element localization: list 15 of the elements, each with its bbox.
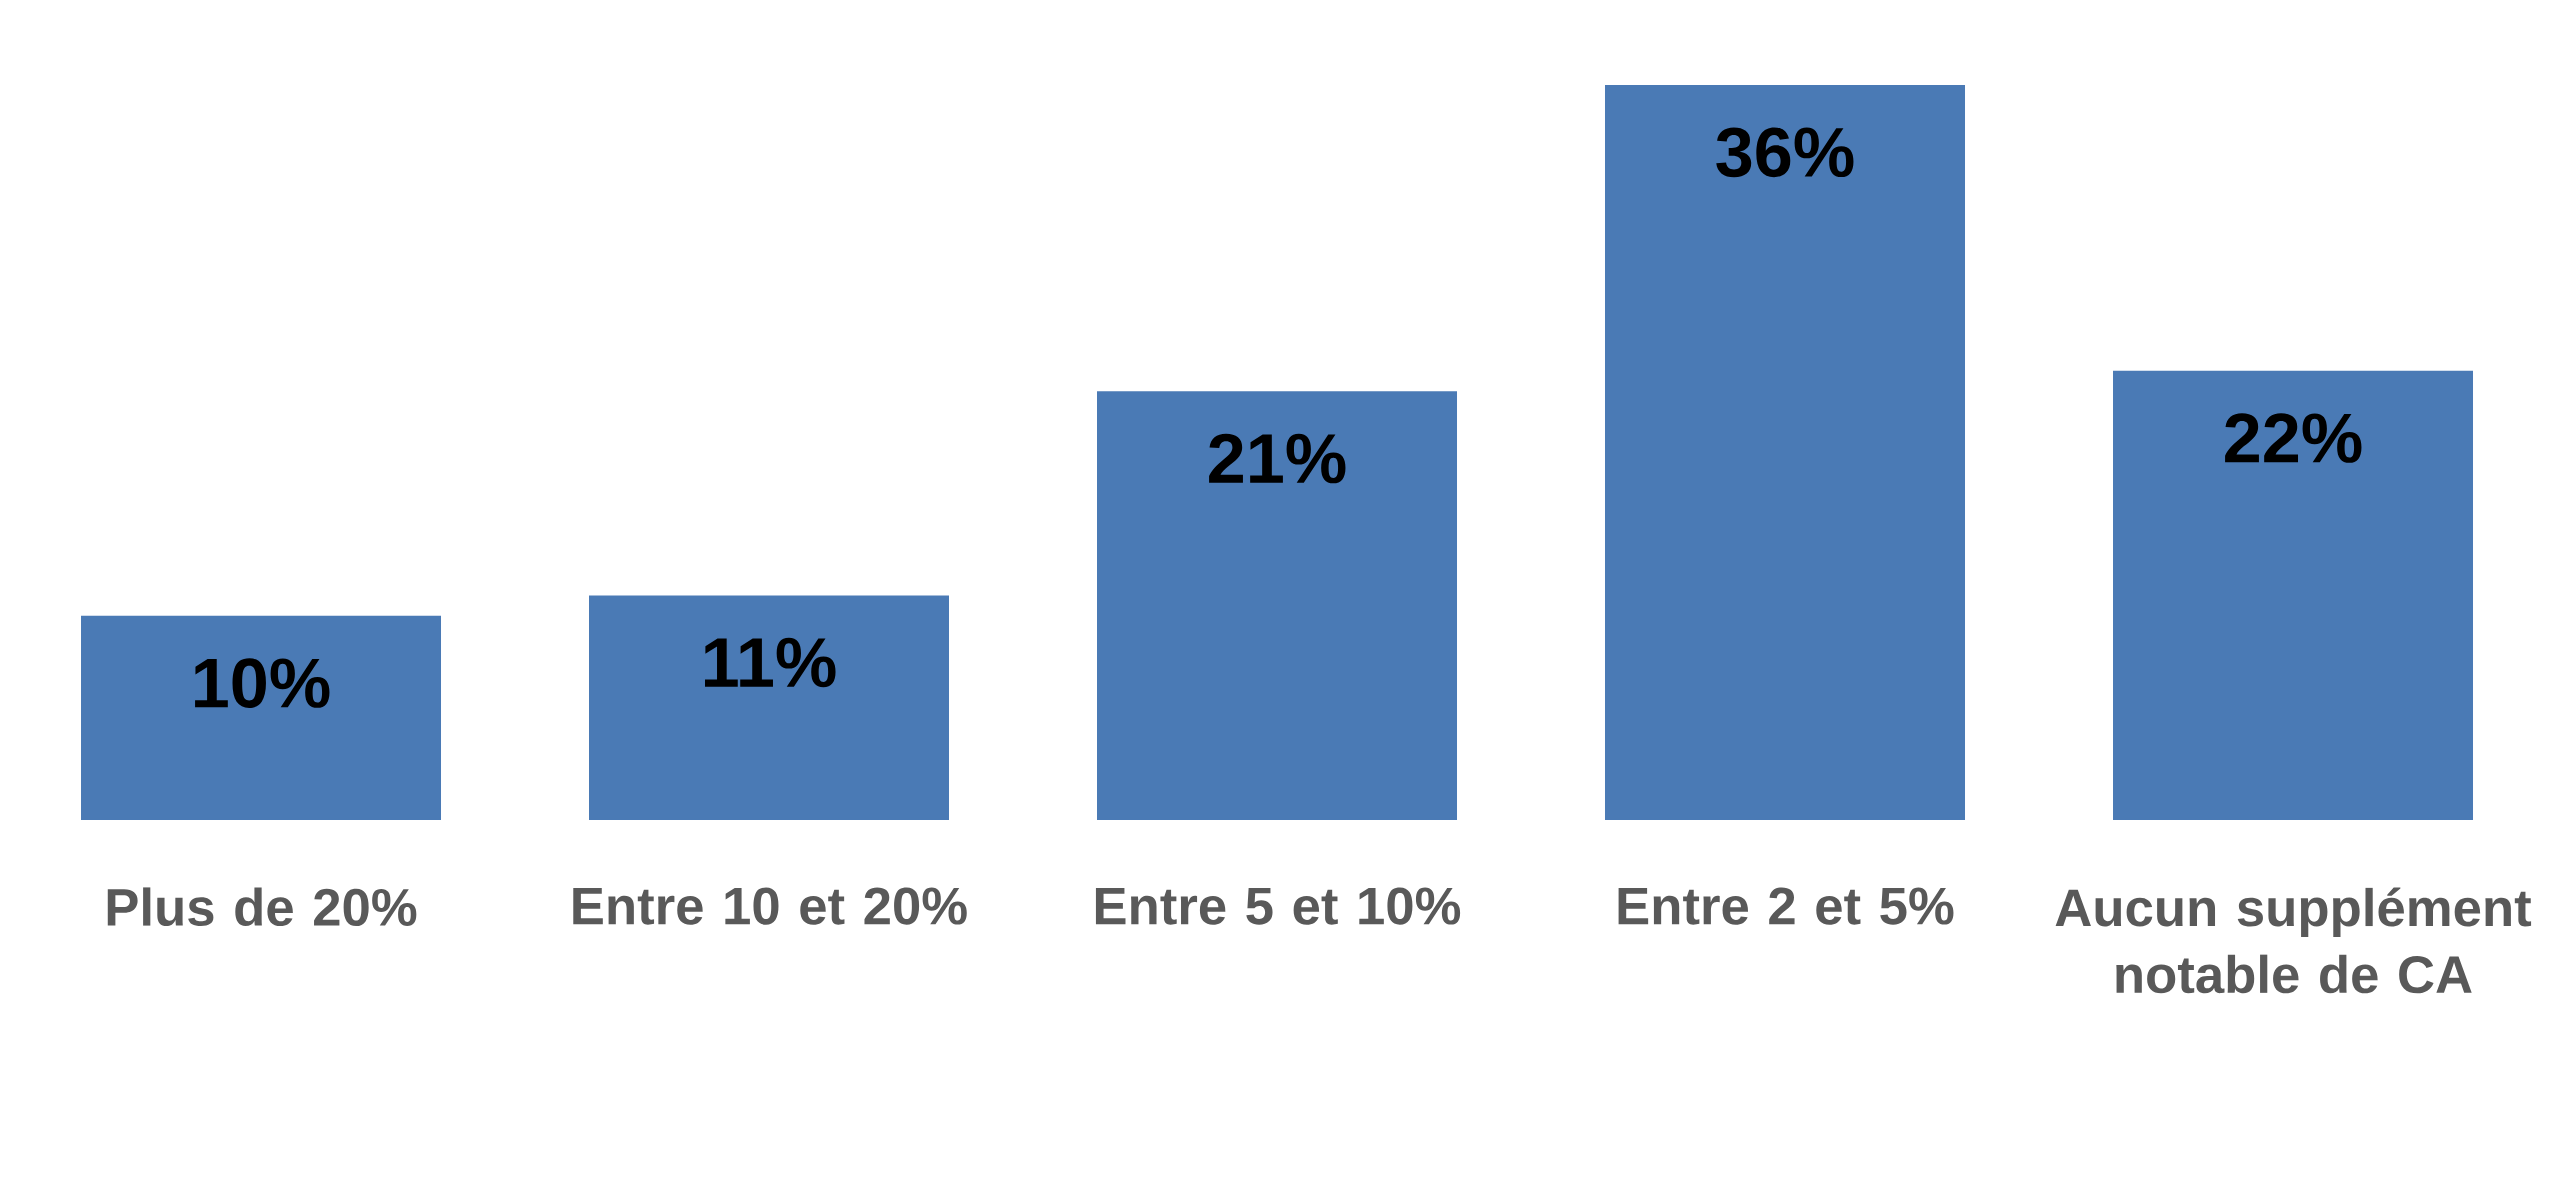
x-tick-label: Aucun supplément notable de CA <box>2055 887 2532 994</box>
bar <box>2113 370 2473 820</box>
data-label: 21% <box>1209 433 1346 484</box>
data-label: 36% <box>1716 127 1854 178</box>
x-tick-label: Entre 2 et 5% <box>1618 887 1954 925</box>
data-label: 22% <box>2225 413 2362 463</box>
bar <box>1097 391 1458 820</box>
data-label: 10% <box>195 658 330 708</box>
data-label: 11% <box>705 637 836 688</box>
bar <box>1605 85 1966 820</box>
x-tick-label: Entre 10 et 20% <box>573 887 967 925</box>
bar <box>589 595 949 820</box>
x-tick-label: Plus de 20% <box>107 887 417 927</box>
bar <box>81 615 441 820</box>
x-tick-label: Entre 5 et 10% <box>1095 887 1461 925</box>
